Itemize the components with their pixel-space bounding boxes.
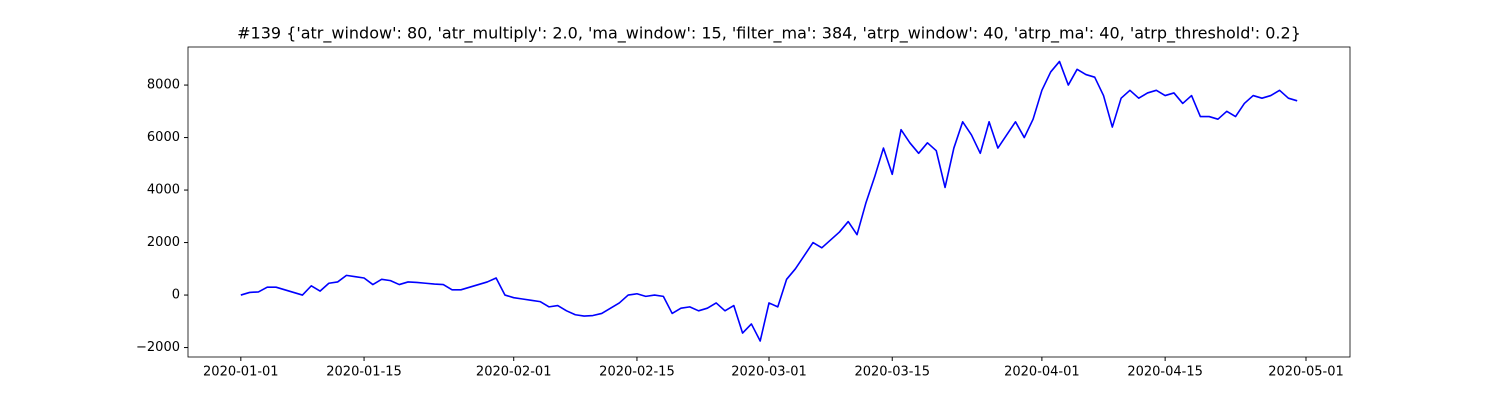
- x-tick-label: 2020-02-01: [476, 365, 552, 380]
- x-tick-label: 2020-02-15: [599, 365, 675, 380]
- y-tick-label: 4000: [147, 183, 180, 198]
- plot-frame: [187, 46, 1351, 358]
- x-tick-label: 2020-04-15: [1127, 365, 1203, 380]
- x-tick-label: 2020-03-15: [854, 365, 930, 380]
- x-tick-label: 2020-04-01: [1004, 365, 1080, 380]
- x-tick-label: 2020-01-01: [203, 365, 279, 380]
- y-tick-label: 0: [172, 288, 180, 303]
- y-tick-label: 2000: [147, 235, 180, 250]
- x-tick-label: 2020-05-01: [1268, 365, 1344, 380]
- x-tick-label: 2020-03-01: [731, 365, 807, 380]
- y-tick-label: 8000: [147, 78, 180, 93]
- chart-title: #139 {'atr_window': 80, 'atr_multiply': …: [237, 24, 1301, 44]
- y-tick-label: 6000: [147, 130, 180, 145]
- line: [240, 60, 1298, 342]
- x-tick-label: 2020-01-15: [326, 365, 402, 380]
- y-tick-label: −2000: [136, 340, 180, 355]
